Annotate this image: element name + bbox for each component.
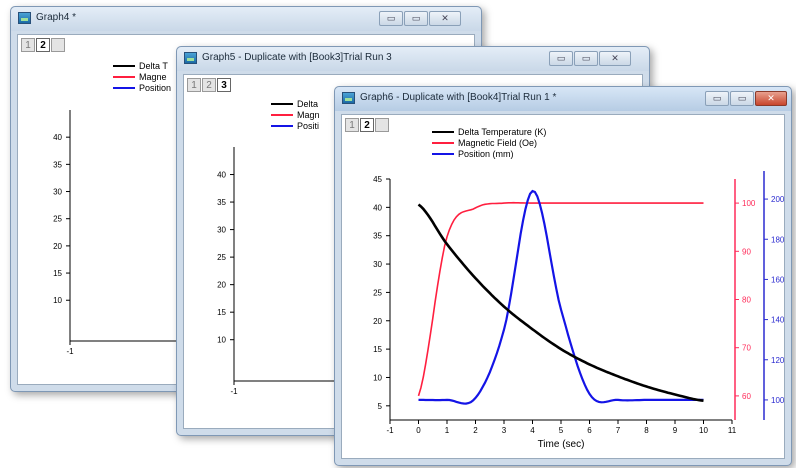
x-tick-label: 5 — [559, 426, 564, 435]
y3-tick-label: 160 — [771, 275, 785, 284]
x-tick-label: -1 — [66, 347, 74, 356]
y-tick-label: 30 — [53, 188, 62, 197]
x-tick-label: 2 — [473, 426, 478, 435]
layer-tabs: 1 2 — [21, 38, 66, 52]
y2-tick-label: 100 — [742, 199, 756, 208]
graph6-page[interactable]: 1 2 -1 0 1 2 3 4 5 6 7 8 9 10 11 45 40 35 30 25 20 15 10 5 Del… — [341, 114, 785, 459]
y-tick-label: 40 — [53, 133, 62, 142]
x-tick-label: 4 — [530, 426, 535, 435]
window-title: Graph4 * — [36, 12, 77, 23]
y2-tick-label: 80 — [742, 296, 751, 305]
legend-label: Position (mm) — [458, 149, 514, 159]
x-tick-label: 3 — [502, 426, 507, 435]
y-tick-label: 15 — [373, 345, 382, 354]
y2-tick-label: 70 — [742, 344, 751, 353]
y-tick-label: 10 — [217, 336, 226, 345]
x-tick-label: 8 — [644, 426, 649, 435]
y-tick-label: 40 — [217, 171, 226, 180]
minimize-button[interactable]: ▭ — [705, 91, 729, 106]
delta-temperature-line — [417, 203, 704, 402]
legend-label: Positi — [297, 121, 319, 131]
legend-label: Magnetic Field (Oe) — [458, 138, 537, 148]
y3-tick-label: 180 — [771, 235, 785, 244]
graph6-window[interactable]: Graph6 - Duplicate with [Book4]Trial Run… — [334, 86, 792, 466]
position-line — [418, 189, 704, 405]
y-tick-label: 40 — [373, 203, 382, 212]
y-tick-label: 5 — [378, 402, 383, 411]
y-tick-label: 35 — [373, 232, 382, 241]
legend-label: Magne — [139, 72, 167, 82]
graph6-titlebar[interactable]: Graph6 - Duplicate with [Book4]Trial Run… — [335, 87, 791, 111]
layer-2-button[interactable]: 2 — [202, 78, 216, 92]
y-tick-label: 20 — [53, 242, 62, 251]
y-tick-label: 25 — [217, 253, 226, 262]
y-tick-label: 30 — [373, 260, 382, 269]
y-tick-label: 10 — [53, 296, 62, 305]
y-tick-label: 30 — [217, 226, 226, 235]
x-tick-label: 7 — [616, 426, 621, 435]
layer-3-button[interactable] — [51, 38, 65, 52]
y3-tick-label: 140 — [771, 316, 785, 325]
layer-tabs: 1 2 3 — [187, 78, 232, 92]
y-tick-label: 20 — [373, 317, 382, 326]
y3-tick-label: 200 — [771, 195, 785, 204]
graph4-titlebar[interactable]: Graph4 * ▭ ▭ ✕ — [11, 7, 481, 31]
window-title: Graph5 - Duplicate with [Book3]Trial Run… — [202, 52, 392, 63]
y2-tick-label: 90 — [742, 247, 751, 256]
y3-tick-label: 120 — [771, 356, 785, 365]
x-tick-label: -1 — [386, 426, 394, 435]
x-tick-label: 9 — [673, 426, 678, 435]
restore-button[interactable]: ▭ — [404, 11, 428, 26]
layer-3-button[interactable] — [375, 118, 389, 132]
legend-label: Position — [139, 83, 171, 93]
y-tick-label: 35 — [53, 160, 62, 169]
magnetic-field-line — [417, 201, 704, 397]
x-tick-label: -1 — [230, 387, 238, 396]
x-tick-label: 11 — [728, 426, 737, 435]
restore-button[interactable]: ▭ — [730, 91, 754, 106]
y-tick-label: 45 — [373, 175, 382, 184]
y3-tick-label: 100 — [771, 396, 785, 405]
layer-1-button[interactable]: 1 — [187, 78, 201, 92]
graph-window-icon — [342, 92, 355, 104]
layer-1-button[interactable]: 1 — [345, 118, 359, 132]
graph-window-icon — [18, 12, 31, 24]
layer-2-button[interactable]: 2 — [36, 38, 50, 52]
y-tick-label: 25 — [373, 288, 382, 297]
window-title: Graph6 - Duplicate with [Book4]Trial Run… — [360, 92, 557, 103]
curves — [417, 189, 704, 405]
y-tick-label: 10 — [373, 373, 382, 382]
legend-label: Delta — [297, 99, 318, 109]
y-tick-label: 35 — [217, 198, 226, 207]
legend-label: Magn — [297, 110, 320, 120]
x-tick-label: 6 — [587, 426, 592, 435]
minimize-button[interactable]: ▭ — [379, 11, 403, 26]
restore-button[interactable]: ▭ — [574, 51, 598, 66]
x-tick-label: 10 — [699, 426, 708, 435]
y-tick-label: 15 — [53, 269, 62, 278]
legend-label: Delta T — [139, 61, 168, 71]
y-tick-label: 20 — [217, 281, 226, 290]
close-button[interactable]: ✕ — [429, 11, 461, 26]
x-axis-label: Time (sec) — [538, 439, 585, 450]
minimize-button[interactable]: ▭ — [549, 51, 573, 66]
y2-tick-label: 60 — [742, 392, 751, 401]
graph-window-icon — [184, 52, 197, 64]
close-button[interactable]: ✕ — [755, 91, 787, 106]
legend-label: Delta Temperature (K) — [458, 127, 546, 137]
layer-1-button[interactable]: 1 — [21, 38, 35, 52]
graph5-titlebar[interactable]: Graph5 - Duplicate with [Book3]Trial Run… — [177, 47, 649, 71]
close-button[interactable]: ✕ — [599, 51, 631, 66]
layer-2-button[interactable]: 2 — [360, 118, 374, 132]
layer-tabs: 1 2 — [345, 118, 390, 132]
layer-3-button[interactable]: 3 — [217, 78, 231, 92]
x-tick-label: 0 — [416, 426, 421, 435]
y-tick-label: 25 — [53, 215, 62, 224]
y-tick-label: 15 — [217, 308, 226, 317]
x-tick-label: 1 — [445, 426, 450, 435]
